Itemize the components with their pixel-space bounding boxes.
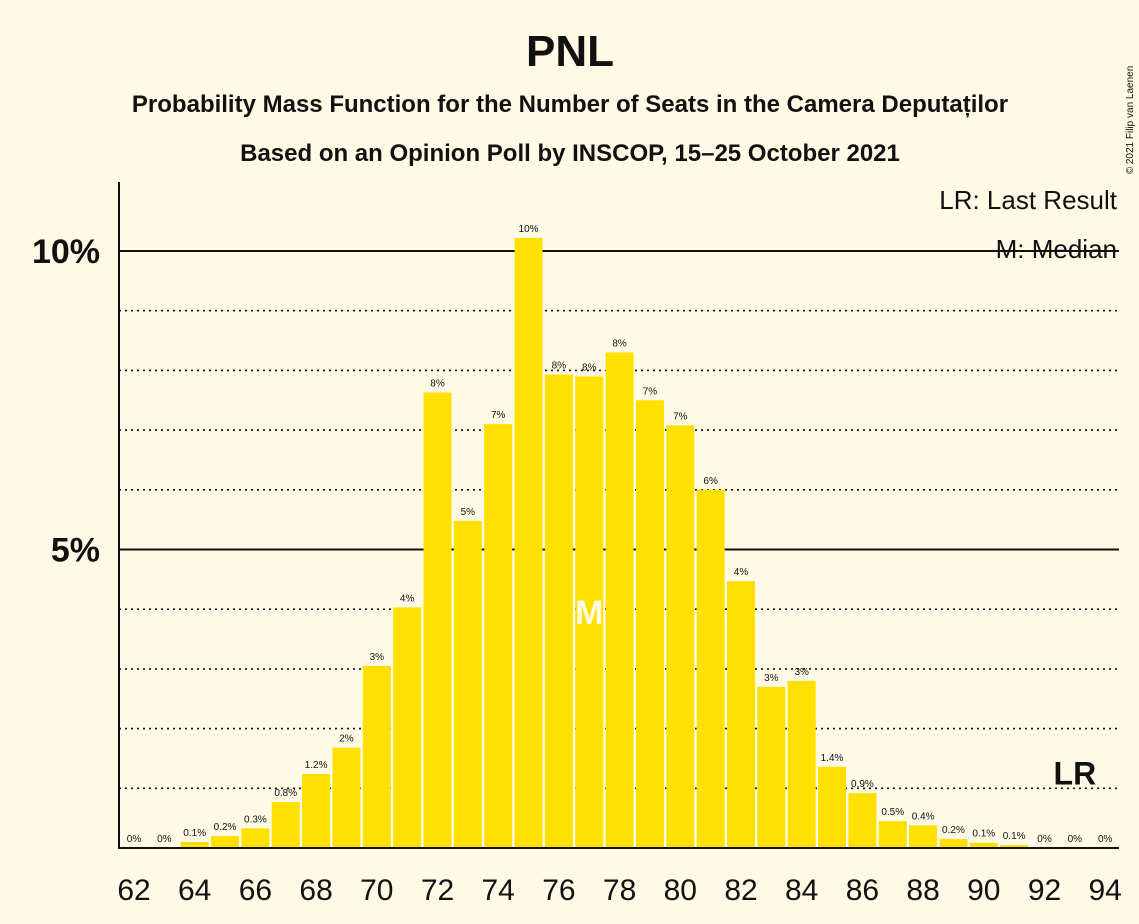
bar (362, 665, 391, 848)
bar-value-label: 0.9% (851, 779, 874, 790)
bar (302, 773, 331, 848)
bar-value-label: 0.2% (942, 825, 965, 836)
bar-value-label: 5% (461, 507, 476, 518)
x-tick-label: 64 (178, 874, 211, 907)
bar (757, 686, 786, 848)
x-tick-label: 86 (846, 874, 879, 907)
bar-value-label: 0.3% (244, 814, 267, 825)
x-tick-label: 70 (360, 874, 393, 907)
bar (787, 680, 816, 848)
x-tick-label: 74 (482, 874, 515, 907)
legend-last-result: LR: Last Result (939, 185, 1118, 215)
x-tick-label: 68 (299, 874, 332, 907)
x-tick-label: 80 (664, 874, 697, 907)
bar (393, 607, 422, 848)
bar (453, 520, 482, 848)
bar-value-label: 6% (703, 476, 718, 487)
x-tick-label: 78 (603, 874, 636, 907)
bar (909, 825, 938, 848)
bar-value-label: 0% (1068, 834, 1083, 845)
bar (848, 793, 877, 848)
last-result-marker: LR (1054, 755, 1097, 791)
bar-value-label: 8% (430, 378, 445, 389)
x-tick-label: 92 (1028, 874, 1061, 907)
bar-value-label: 7% (491, 410, 506, 421)
copyright-note: © 2021 Filip van Laenen (1125, 66, 1136, 175)
bar-value-label: 8% (552, 361, 567, 372)
bar-value-label: 0.1% (183, 828, 206, 839)
x-axis-ticks: 62 64 66 68 70 72 74 76 78 80 82 84 86 88 90 92 94 (117, 874, 1122, 907)
x-tick-label: 62 (117, 874, 150, 907)
bar-value-label: 0% (157, 834, 172, 845)
bar (939, 839, 968, 848)
bar-value-label: 3% (370, 652, 385, 663)
bar (332, 747, 361, 848)
bar (271, 802, 300, 848)
x-tick-label: 90 (967, 874, 1000, 907)
bar (180, 842, 209, 848)
bar-value-label: 8% (582, 362, 597, 373)
bar-value-label: 1.4% (821, 753, 844, 764)
bar-value-label: 4% (400, 593, 415, 604)
bar-value-label: 0.1% (1003, 831, 1026, 842)
bar-value-label: 8% (612, 338, 627, 349)
x-tick-label: 82 (724, 874, 757, 907)
bar (635, 400, 664, 848)
bar (818, 766, 847, 848)
chart-title: PNL (526, 27, 614, 76)
bar-labels: 0% 0% 0.1% 0.2% 0.3% 0.8% 1.2% 2% 3% 4% 8% 5% 7% 10% 8… (127, 224, 1113, 845)
x-tick-label: 66 (239, 874, 272, 907)
bar-value-label: 7% (673, 411, 688, 422)
bar (696, 489, 725, 848)
bar (666, 425, 695, 848)
bar (423, 392, 452, 848)
x-tick-label: 76 (542, 874, 575, 907)
bars (180, 237, 1029, 849)
bar (1000, 845, 1029, 848)
chart-subtitle: Probability Mass Function for the Number… (132, 91, 1008, 118)
bar-value-label: 0% (1098, 834, 1113, 845)
y-tick-label: 10% (32, 233, 100, 271)
bar (544, 374, 573, 848)
x-tick-label: 94 (1089, 874, 1122, 907)
x-tick-label: 72 (421, 874, 454, 907)
bar-value-label: 0% (1037, 834, 1052, 845)
bar-value-label: 7% (643, 386, 658, 397)
bar (241, 828, 270, 848)
bar-value-label: 0.4% (912, 811, 935, 822)
bar-value-label: 2% (339, 734, 354, 745)
bar (969, 842, 998, 848)
bar-value-label: 0.5% (881, 807, 904, 818)
bar (484, 424, 513, 848)
bar-value-label: 0% (127, 834, 142, 845)
bar (878, 821, 907, 848)
y-tick-label: 5% (51, 532, 100, 570)
bar-value-label: 3% (764, 673, 779, 684)
bar-value-label: 4% (734, 567, 749, 578)
bar-value-label: 1.2% (305, 760, 328, 771)
bar-value-label: 3% (794, 667, 809, 678)
median-marker: M (575, 594, 603, 632)
bar-value-label: 0.2% (214, 822, 237, 833)
x-tick-label: 84 (785, 874, 818, 907)
legend-median: M: Median (996, 234, 1117, 264)
bar (727, 581, 755, 848)
x-tick-label: 88 (906, 874, 939, 907)
bar (211, 836, 240, 848)
y-axis-ticks: 5% 10% (32, 233, 100, 570)
bar-value-label: 10% (519, 224, 539, 235)
bar-value-label: 0.1% (972, 829, 995, 840)
bar (514, 237, 543, 849)
chart-subtitle-2: Based on an Opinion Poll by INSCOP, 15–2… (240, 140, 900, 167)
bar-value-label: 0.8% (274, 788, 297, 799)
bar (605, 352, 634, 848)
bar (575, 376, 604, 848)
